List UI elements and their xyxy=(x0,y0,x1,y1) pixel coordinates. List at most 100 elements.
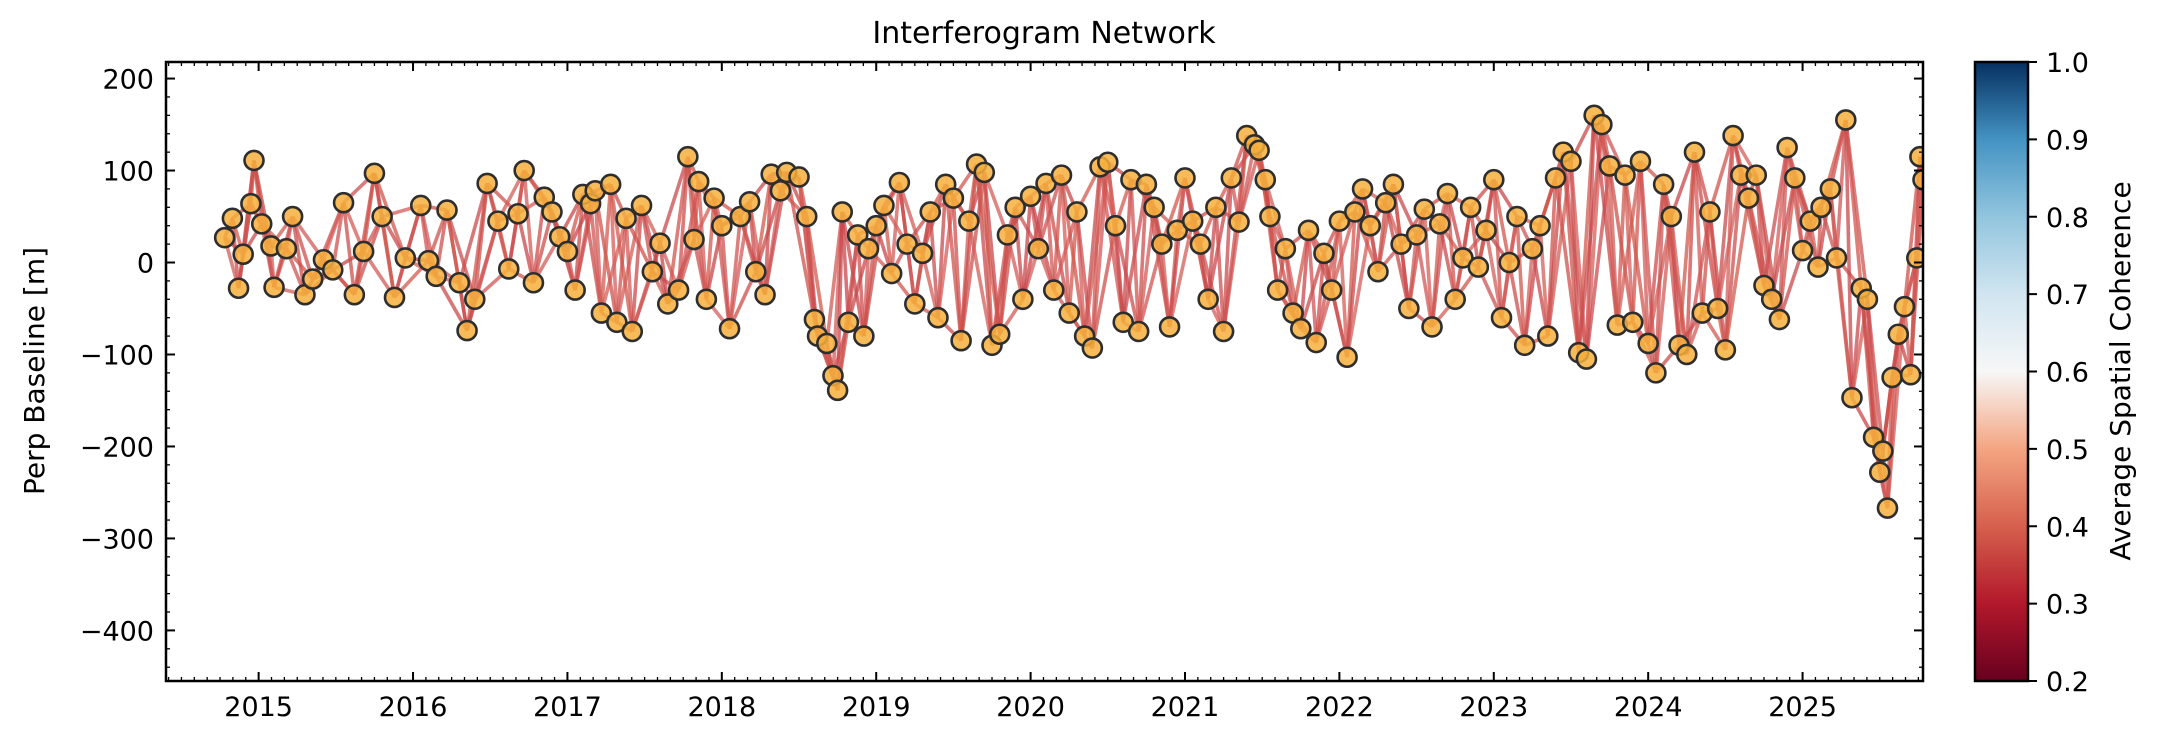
x-tick-label: 2019 xyxy=(842,692,911,723)
acquisition-point xyxy=(711,214,733,237)
colorbar-gradient xyxy=(1975,62,2028,681)
interferogram-edge xyxy=(290,215,315,280)
acquisition-point xyxy=(1490,306,1513,329)
interferogram-edge xyxy=(1491,179,1504,318)
acquisition-point xyxy=(1513,334,1536,357)
acquisition-point xyxy=(795,205,818,228)
interferogram-edge xyxy=(639,205,670,305)
acquisition-point xyxy=(1810,196,1832,219)
interferogram-edge xyxy=(936,197,956,318)
acquisition-point xyxy=(1452,247,1474,269)
acquisition-point xyxy=(1881,366,1903,389)
interferogram-edge xyxy=(1075,211,1095,349)
acquisition-point xyxy=(1248,139,1270,162)
acquisition-point xyxy=(1706,297,1729,320)
interferogram-edge xyxy=(1607,165,1620,326)
acquisition-point xyxy=(463,288,486,311)
acquisition-point xyxy=(973,161,996,184)
interferogram-edge xyxy=(1445,193,1465,259)
interferogram-edge xyxy=(1021,196,1033,300)
acquisition-point xyxy=(1675,343,1698,366)
acquisition-point xyxy=(880,262,903,285)
colorbar-label: Average Spatial Coherence xyxy=(2104,181,2137,560)
interferogram-edge xyxy=(1059,175,1072,314)
acquisition-point xyxy=(1760,288,1783,311)
acquisition-point xyxy=(227,277,250,300)
acquisition-point xyxy=(837,311,860,334)
interferogram-edge xyxy=(1051,175,1064,291)
interferogram-edge xyxy=(967,220,994,346)
acquisition-point xyxy=(1872,440,1894,462)
acquisition-point xyxy=(275,237,298,260)
acquisition-point xyxy=(1683,141,1706,163)
interferogram-edge xyxy=(630,205,644,332)
acquisition-point xyxy=(250,213,273,235)
y-axis-ticks: 200 100 0 −100 −200 −300 −400 xyxy=(80,65,1923,668)
interferogram-edge xyxy=(1684,152,1697,355)
acquisition-point xyxy=(826,379,849,402)
acquisition-point xyxy=(1737,187,1760,209)
x-tick-label: 2017 xyxy=(533,692,602,723)
interferogram-edge xyxy=(928,211,940,318)
acquisition-point xyxy=(1104,214,1127,237)
interferogram-edge xyxy=(1723,197,1751,351)
acquisition-point xyxy=(332,191,355,214)
acquisition-point xyxy=(599,173,622,196)
colorbar-tick-label: 1.0 xyxy=(2046,48,2089,79)
y-tick-label: −100 xyxy=(80,340,154,371)
interferogram-edge xyxy=(522,170,536,283)
colorbar-tick-label: 0.2 xyxy=(2046,667,2089,698)
acquisition-point xyxy=(1413,198,1436,220)
acquisition-point xyxy=(301,268,324,290)
acquisition-point xyxy=(1660,205,1683,228)
acquisition-point xyxy=(677,145,699,168)
acquisition-point xyxy=(1887,323,1910,346)
acquisition-point xyxy=(522,271,545,294)
acquisition-point xyxy=(409,194,432,217)
x-tick-label: 2025 xyxy=(1768,692,1837,723)
acquisition-point xyxy=(1374,191,1397,214)
interferogram-edge xyxy=(1708,135,1735,213)
acquisition-point xyxy=(221,207,244,230)
acquisition-point xyxy=(1297,219,1320,242)
acquisition-point xyxy=(857,237,880,260)
interferogram-edge xyxy=(1160,177,1187,245)
acquisition-point xyxy=(541,201,563,223)
acquisition-point xyxy=(371,205,393,228)
acquisition-point xyxy=(383,286,406,309)
acquisition-point xyxy=(1459,196,1482,219)
acquisition-point xyxy=(656,293,679,315)
acquisition-point xyxy=(1436,182,1459,205)
y-tick-label: 200 xyxy=(102,65,154,96)
interferogram-edge xyxy=(1669,151,1697,218)
acquisition-point xyxy=(846,224,869,246)
interferogram-edge xyxy=(1615,175,1627,326)
interferogram-edge xyxy=(472,183,489,300)
interferogram-edge xyxy=(720,225,732,329)
interferogram-edge xyxy=(835,211,845,391)
interferogram-edge xyxy=(1160,243,1172,328)
acquisition-point xyxy=(703,187,725,209)
interferogram-edge xyxy=(882,205,894,274)
acquisition-point xyxy=(1027,237,1050,260)
interferogram-edge xyxy=(1422,209,1434,328)
acquisition-point xyxy=(1722,124,1744,147)
acquisition-point xyxy=(1799,210,1822,232)
colorbar-tick-label: 0.7 xyxy=(2046,280,2089,311)
interferogram-edge xyxy=(676,156,690,291)
interferogram-edge xyxy=(1337,221,1349,358)
acquisition-point xyxy=(1614,164,1636,186)
acquisition-point xyxy=(1784,167,1806,189)
acquisition-point xyxy=(1066,201,1088,223)
interferogram-edge xyxy=(897,181,925,254)
acquisition-point xyxy=(394,247,417,269)
interferogram-edge xyxy=(1584,165,1612,360)
acquisition-point xyxy=(590,302,613,324)
acquisition-point xyxy=(630,194,653,217)
acquisition-point xyxy=(1506,205,1528,228)
acquisition-point xyxy=(1058,302,1081,324)
acquisition-point xyxy=(904,293,926,315)
interferogram-edge xyxy=(1329,289,1349,358)
interferogram-edge xyxy=(361,173,377,252)
acquisition-point xyxy=(718,317,741,340)
